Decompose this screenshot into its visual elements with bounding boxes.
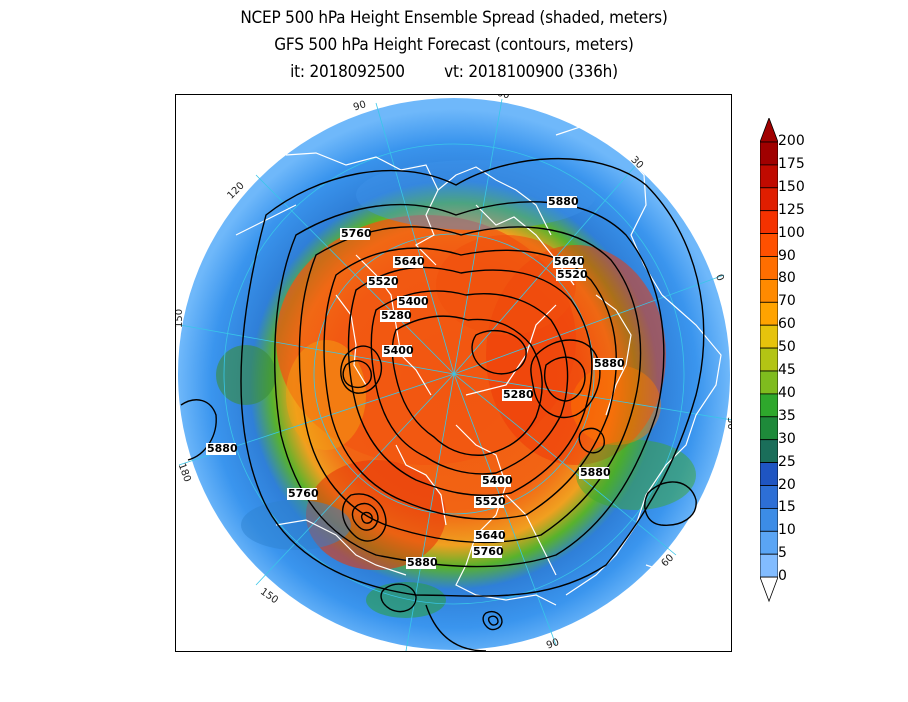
colorbar-box [760,141,778,166]
colorbar-box [760,347,778,372]
contour-label: 5400 [482,474,513,487]
colorbar-label: 150 [778,178,805,195]
contour-label: 5760 [473,545,504,558]
colorbar-box [760,507,778,532]
polar-map: 5880 5760 5640 5520 5400 5280 5400 5640 … [175,94,732,652]
contour-label: 5880 [580,466,611,479]
title-line-3: it: 2018092500 vt: 2018100900 (336h) [0,62,908,82]
contour-labels: 5880 5760 5640 5520 5400 5280 5400 5640 … [206,195,625,569]
contour-label: 5400 [398,295,429,308]
colorbar-label: 45 [778,362,796,378]
lon-label: 150 [176,309,185,328]
title-line-1: NCEP 500 hPa Height Ensemble Spread (sha… [240,8,668,28]
colorbar-label: 80 [778,270,796,287]
colorbar-label: 60 [778,316,796,333]
colorbar-label: 175 [778,155,805,172]
colorbar-label: 25 [778,453,796,470]
colorbar-box [760,393,778,418]
contour-label: 5760 [341,227,372,240]
colorbar-min-arrow [760,576,778,603]
colorbar-box [760,301,778,326]
colorbar-label: 70 [778,293,796,310]
contour-label: 5280 [381,309,412,322]
colorbar-box [760,233,778,257]
colorbar-label: 5 [778,545,787,562]
colorbar-box [760,370,778,395]
lon-label: 150 [258,586,280,606]
contour-label: 5880 [407,556,438,569]
lon-label: 0 [713,273,726,283]
colorbar-label: 10 [778,522,796,539]
colorbar-label: 20 [778,476,796,493]
contour-label: 5640 [475,529,506,542]
colorbar-box [760,530,778,555]
lon-label: 90 [352,99,368,113]
contour-label: 5640 [554,255,585,268]
colorbar-box [760,256,778,280]
contour-label: 5280 [503,388,534,401]
lon-label: 90 [545,637,561,652]
contour-label: 5640 [394,255,425,268]
colorbar-box [760,485,778,509]
title-line-2: GFS 500 hPa Height Forecast (contours, m… [274,35,634,55]
colorbar-box [760,187,778,212]
contour-label: 5400 [383,344,414,357]
colorbar-label: 15 [778,499,796,516]
contour-label: 5520 [557,268,588,281]
colorbar-box [760,324,778,349]
colorbar-box [760,164,778,189]
colorbar-label: 50 [778,339,796,356]
colorbar-box [760,439,778,464]
colorbar [760,118,778,603]
colorbar-label: 0 [778,568,787,585]
colorbar-label: 125 [778,201,805,218]
colorbar-box [760,416,778,441]
colorbar-box [760,553,778,578]
valid-time: vt: 2018100900 (336h) [444,62,618,82]
contour-label: 5520 [475,495,506,508]
colorbar-box [760,210,778,234]
colorbar-box [760,278,778,303]
init-time: it: 2018092500 [290,62,405,82]
contour-label: 5880 [594,357,625,370]
colorbar-label: 30 [778,430,796,447]
colorbar-label: 35 [778,407,796,424]
contour-label: 5880 [548,195,579,208]
colorbar-label: 100 [778,224,805,241]
colorbar-max-arrow [760,118,778,143]
contour-label: 5760 [288,487,319,500]
colorbar-label: 90 [778,247,796,264]
lon-label: 30 [725,417,732,430]
lon-label: 180 [176,462,193,484]
colorbar-box [760,462,778,486]
colorbar-label: 40 [778,384,796,401]
colorbar-label: 200 [778,133,805,149]
lon-label: 60 [496,95,511,102]
contour-label: 5520 [368,275,399,288]
contour-label: 5880 [207,442,238,455]
polar-map-svg: 5880 5760 5640 5520 5400 5280 5400 5640 … [176,95,732,652]
